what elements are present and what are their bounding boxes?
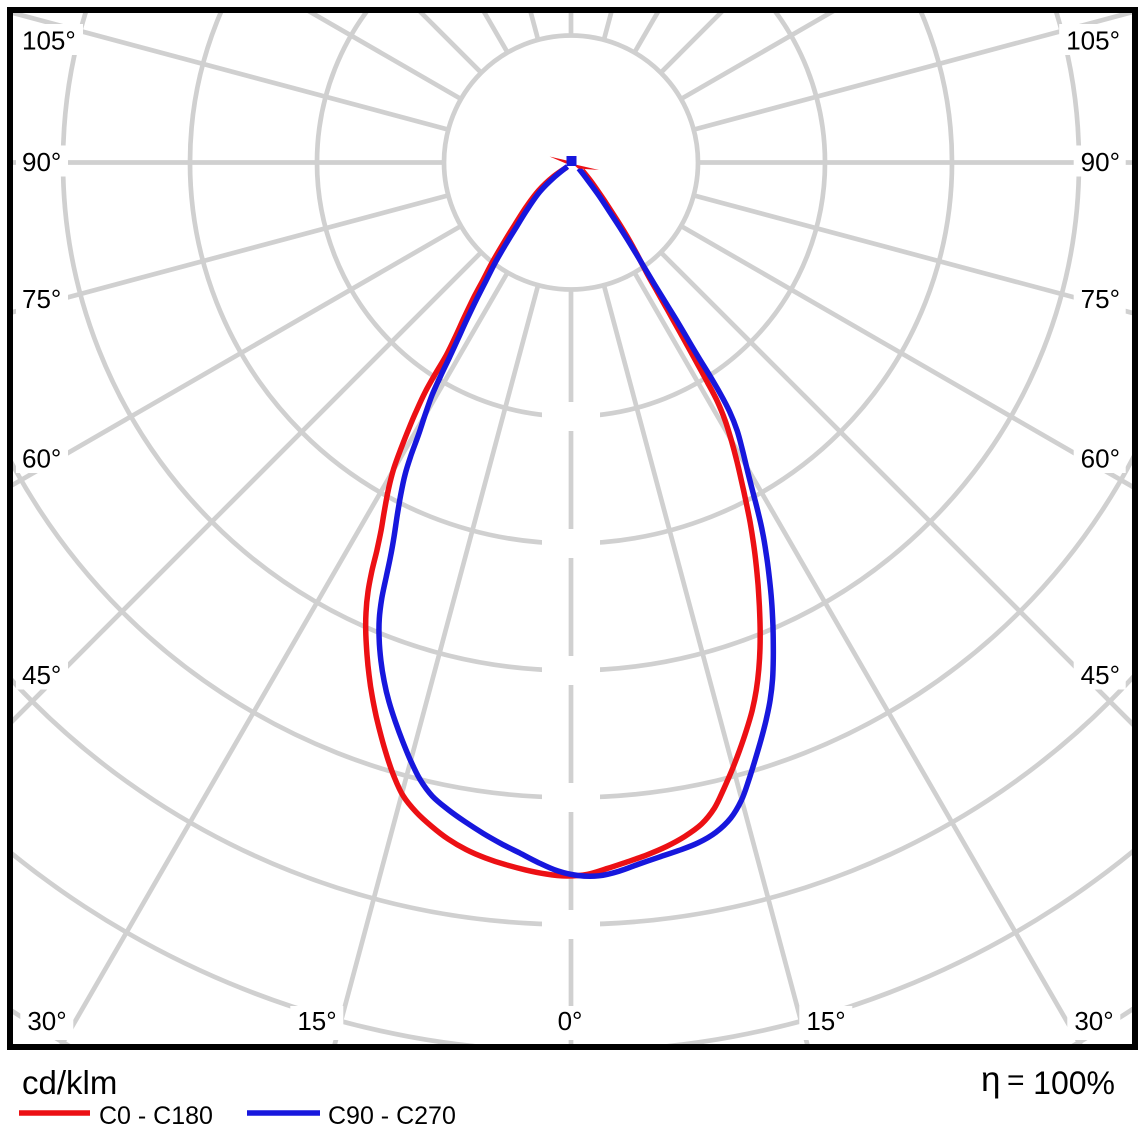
svg-text:45°: 45° xyxy=(1081,660,1120,690)
svg-text:60°: 60° xyxy=(1081,444,1120,474)
svg-text:C90 - C270: C90 - C270 xyxy=(328,1102,456,1130)
svg-text:0°: 0° xyxy=(558,1006,583,1036)
svg-text:105°: 105° xyxy=(1066,26,1120,56)
svg-text:=: = xyxy=(1007,1064,1025,1097)
svg-text:C0 - C180: C0 - C180 xyxy=(99,1102,213,1130)
svg-text:45°: 45° xyxy=(22,660,61,690)
svg-text:cd/klm: cd/klm xyxy=(22,1064,117,1101)
svg-text:90°: 90° xyxy=(22,147,61,177)
svg-text:30°: 30° xyxy=(27,1006,66,1036)
svg-text:75°: 75° xyxy=(1081,284,1120,314)
svg-text:75°: 75° xyxy=(22,284,61,314)
svg-text:100%: 100% xyxy=(1033,1065,1115,1101)
svg-text:105°: 105° xyxy=(22,26,76,56)
svg-text:15°: 15° xyxy=(297,1006,336,1036)
svg-text:η: η xyxy=(981,1060,1000,1099)
svg-text:90°: 90° xyxy=(1081,147,1120,177)
svg-text:15°: 15° xyxy=(806,1006,845,1036)
svg-text:30°: 30° xyxy=(1074,1006,1113,1036)
svg-text:60°: 60° xyxy=(22,444,61,474)
